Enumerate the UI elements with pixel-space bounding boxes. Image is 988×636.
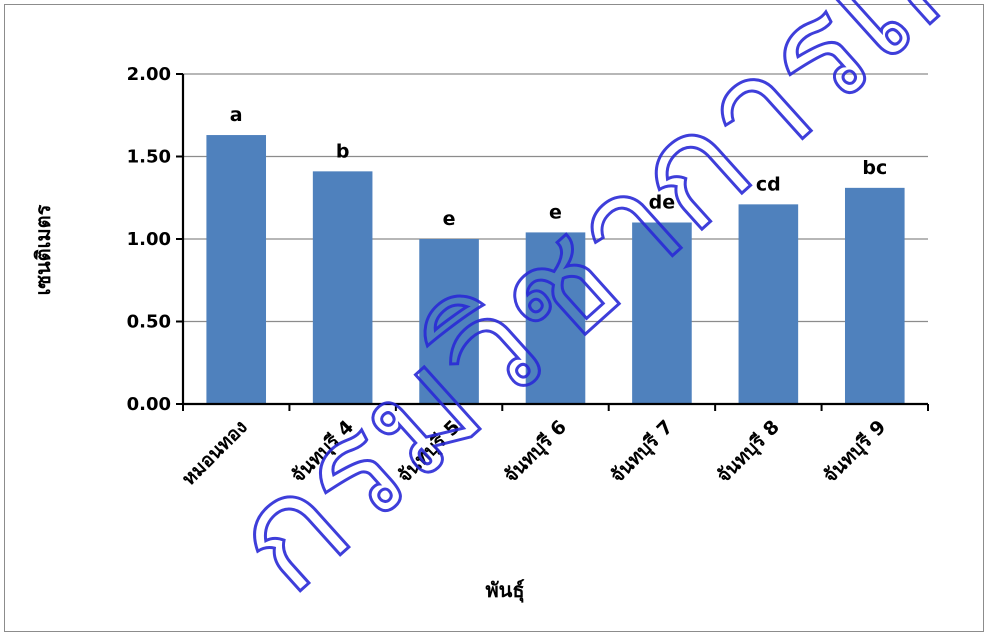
bar: [312, 171, 373, 404]
chart-frame: [4, 4, 984, 632]
y-tick-label: 0.50: [127, 312, 171, 333]
y-tick-labels: 0.00 0.50 1.00 1.50 2.00: [127, 64, 171, 415]
bar: [632, 222, 692, 404]
data-label: b: [336, 140, 350, 162]
data-label: cd: [756, 173, 781, 195]
bar: [206, 135, 267, 405]
y-tick-label: 0.00: [127, 394, 171, 415]
data-label: bc: [862, 157, 887, 179]
bar: [525, 232, 586, 404]
axes: [176, 73, 929, 411]
data-label: a: [230, 104, 243, 126]
bar: [844, 187, 905, 404]
data-label: e: [443, 208, 456, 230]
y-tick-label: 1.50: [127, 147, 171, 168]
bars: [206, 135, 905, 405]
data-labels: a b e e de cd bc: [230, 104, 887, 230]
y-axis-title: เซนติเมตร: [31, 204, 55, 295]
y-tick-label: 2.00: [127, 64, 171, 85]
x-tick-label: จันทบุรี 7: [606, 416, 678, 488]
data-label: de: [649, 192, 676, 214]
x-axis-title: พันธุ์: [485, 578, 524, 603]
x-tick-label: จันทบุรี 8: [713, 416, 785, 488]
y-tick-label: 1.00: [127, 229, 171, 250]
data-label: e: [549, 201, 562, 223]
bar: [419, 239, 479, 404]
x-tick-label: จันทบุรี 9: [819, 416, 891, 488]
bar: [738, 204, 799, 404]
